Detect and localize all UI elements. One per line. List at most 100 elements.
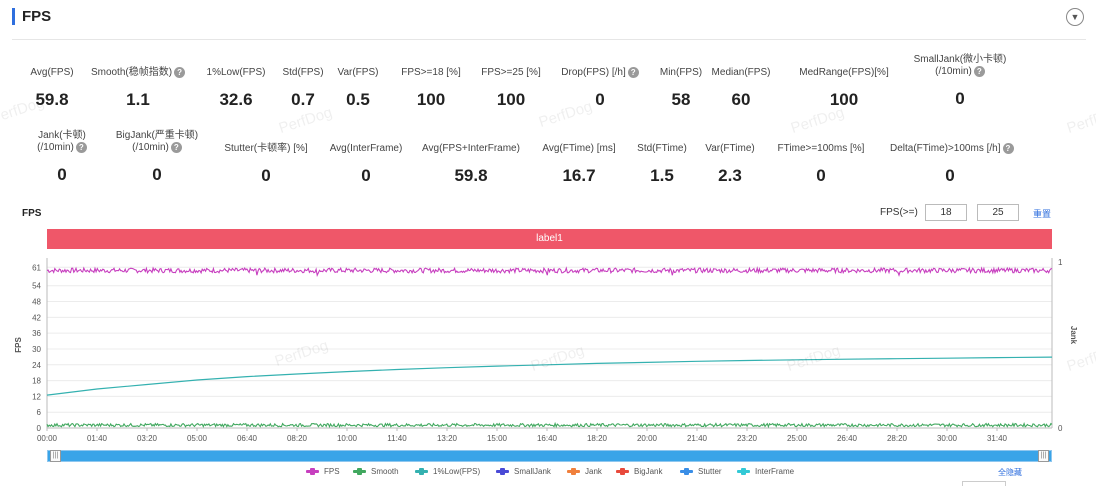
x-tick-label: 16:40 <box>537 434 558 443</box>
legend-item[interactable]: FPS <box>306 467 340 476</box>
threshold-input-1[interactable] <box>925 204 967 221</box>
legend-item[interactable]: SmallJank <box>496 467 551 476</box>
x-tick-label: 06:40 <box>237 434 258 443</box>
legend-item[interactable]: BigJank <box>616 467 662 476</box>
metric-label-text: Std(FPS) <box>282 67 324 78</box>
metric-label-text: Stutter(卡顿率) [%] <box>224 143 308 154</box>
reset-button[interactable]: 重置 <box>1033 209 1052 219</box>
metric-label-text: Avg(FPS+InterFrame) <box>422 143 520 154</box>
legend-swatch-icon <box>737 468 750 476</box>
help-icon[interactable]: ? <box>75 142 87 153</box>
metric-value: 0 <box>361 166 371 185</box>
metric-value: 32.6 <box>219 90 253 109</box>
legend-item[interactable]: 1%Low(FPS) <box>415 467 480 476</box>
metric-label: Avg(InterFrame) <box>306 143 426 155</box>
metric-label-text: Drop(FPS) [/h] <box>561 67 626 79</box>
series-line-smooth <box>46 421 1053 429</box>
y-tick-label: 18 <box>32 377 41 386</box>
section-accent-bar <box>12 8 15 25</box>
watermark-text: PerfDog <box>1064 103 1096 138</box>
metric-row1-3: Std(FPS) 0.7 <box>243 67 363 110</box>
metric-label: FPS>=18 [%] <box>371 67 491 79</box>
help-icon[interactable]: ? <box>973 66 985 77</box>
x-tick-label: 05:00 <box>187 434 208 443</box>
metric-value: 59.8 <box>35 90 69 109</box>
time-range-slider[interactable]: ||| ||| <box>47 450 1052 462</box>
metric-value: 100 <box>496 90 526 109</box>
legend-label: InterFrame <box>755 467 795 476</box>
metric-label: Var(FPS) <box>298 67 418 79</box>
section-title: FPS <box>22 8 52 25</box>
metric-value: 2.3 <box>718 166 742 185</box>
x-tick-label: 13:20 <box>437 434 458 443</box>
metric-value: 0 <box>816 166 826 185</box>
y-tick-label: 24 <box>32 361 41 370</box>
metric-label: Jank(卡顿) (/10min)? <box>2 130 122 154</box>
metric-label-text: SmallJank(微小卡顿) <box>913 54 1007 65</box>
help-icon[interactable]: ? <box>627 67 639 78</box>
metric-row2-4: Avg(FPS+InterFrame) 59.8 <box>411 143 531 186</box>
legend-item[interactable]: Stutter <box>680 467 722 476</box>
collapse-button[interactable]: ▼ <box>1066 8 1084 26</box>
metric-value: 0.7 <box>291 90 315 109</box>
metric-label-text: FTime>=100ms [%] <box>777 143 865 154</box>
legend-item[interactable]: Jank <box>567 467 602 476</box>
legend-label: FPS <box>324 467 340 476</box>
help-icon[interactable]: ? <box>170 142 182 153</box>
fps-line-chart[interactable]: 0 6 12 18 24 30 36 42 48 54 61 0 1 FPS Jank 00:00 01:40 0… <box>0 252 1096 448</box>
legend-label: Jank <box>585 467 602 476</box>
metric-label: BigJank(严重卡顿) (/10min)? <box>97 130 217 154</box>
legend-label: Smooth <box>371 467 399 476</box>
y-tick-label: 48 <box>32 298 41 307</box>
metric-value: 0 <box>152 165 162 185</box>
metric-label-text: 1%Low(FPS) <box>206 67 266 78</box>
legend-swatch-icon <box>306 468 319 476</box>
x-tick-label: 18:20 <box>587 434 608 443</box>
x-tick-label: 10:00 <box>337 434 358 443</box>
y-tick-label: 54 <box>32 282 41 291</box>
metric-label-text: Std(FTime) <box>637 143 687 154</box>
x-tick-label: 31:40 <box>987 434 1008 443</box>
y2-axis-label: Jank <box>1069 326 1078 345</box>
slider-left-handle[interactable]: ||| <box>50 450 61 462</box>
header-divider <box>12 39 1086 40</box>
x-tick-label: 11:40 <box>387 434 407 443</box>
metric-label: Stutter(卡顿率) [%] <box>206 143 326 155</box>
metric-label: Var(FTime) <box>670 143 790 155</box>
legend-item[interactable]: Smooth <box>353 467 399 476</box>
metric-label: FPS>=25 [%] <box>451 67 571 79</box>
threshold-label: FPS(>=) <box>880 207 918 218</box>
x-tick-label: 23:20 <box>737 434 758 443</box>
metric-row2-0: Jank(卡顿) (/10min)? 0 <box>2 130 122 185</box>
metric-value: 0 <box>595 90 605 110</box>
metric-label-text: Min(FPS) <box>659 67 703 78</box>
metric-row2-7: Var(FTime) 2.3 <box>670 143 790 186</box>
page-size-select[interactable] <box>962 481 1006 486</box>
legend-swatch-icon <box>680 468 693 476</box>
metric-label-text: Avg(FTime) [ms] <box>542 143 616 154</box>
x-tick-label: 26:40 <box>837 434 858 443</box>
hide-all-button[interactable]: 全隐藏 <box>998 468 1022 477</box>
metric-row2-5: Avg(FTime) [ms] 16.7 <box>519 143 639 186</box>
metric-row1-11: SmallJank(微小卡顿) (/10min)? 0 <box>900 54 1020 109</box>
label-band[interactable]: label1 <box>47 229 1052 249</box>
y-tick-label: 12 <box>32 392 41 401</box>
threshold-input-2[interactable] <box>977 204 1019 221</box>
metric-label: Drop(FPS) [/h]? <box>540 67 660 79</box>
metric-label-text: Var(FTime) <box>705 143 755 154</box>
slider-right-handle[interactable]: ||| <box>1038 450 1049 462</box>
metric-value: 59.8 <box>454 166 488 185</box>
metric-label: FTime>=100ms [%] <box>761 143 881 155</box>
y-tick-label: 30 <box>32 345 41 354</box>
metric-value: 16.7 <box>562 166 596 185</box>
metric-label: Avg(FPS) <box>0 67 112 79</box>
y2-tick-label: 1 <box>1058 258 1063 267</box>
help-icon[interactable]: ? <box>1002 143 1014 154</box>
section-header: FPS ▼ <box>0 0 1096 36</box>
metric-value: 100 <box>829 90 859 109</box>
legend-item[interactable]: InterFrame <box>737 467 794 476</box>
series-line-fps <box>46 266 1053 277</box>
metric-row1-2: 1%Low(FPS) 32.6 <box>176 67 296 110</box>
metric-row2-8: FTime>=100ms [%] 0 <box>761 143 881 186</box>
help-icon[interactable]: ? <box>174 67 186 78</box>
